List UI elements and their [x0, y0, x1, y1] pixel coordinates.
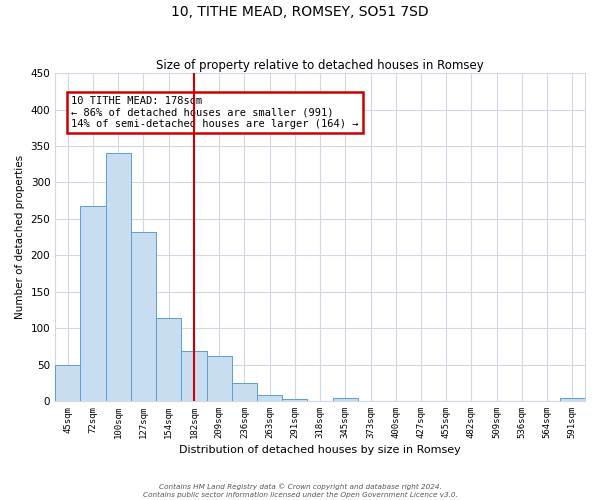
Bar	[232, 382, 257, 401]
Bar	[156, 318, 181, 401]
Bar	[106, 154, 131, 401]
Bar	[80, 206, 106, 401]
Bar	[55, 364, 80, 401]
Bar	[206, 356, 232, 401]
Text: Contains HM Land Registry data © Crown copyright and database right 2024.
Contai: Contains HM Land Registry data © Crown c…	[143, 484, 457, 498]
Bar	[282, 400, 307, 401]
Bar	[560, 398, 585, 401]
Bar	[131, 232, 156, 401]
Title: Size of property relative to detached houses in Romsey: Size of property relative to detached ho…	[156, 59, 484, 72]
Text: 10 TITHE MEAD: 178sqm
← 86% of detached houses are smaller (991)
14% of semi-det: 10 TITHE MEAD: 178sqm ← 86% of detached …	[71, 96, 359, 130]
Y-axis label: Number of detached properties: Number of detached properties	[15, 155, 25, 319]
Bar	[332, 398, 358, 401]
X-axis label: Distribution of detached houses by size in Romsey: Distribution of detached houses by size …	[179, 445, 461, 455]
Bar	[181, 352, 206, 401]
Text: 10, TITHE MEAD, ROMSEY, SO51 7SD: 10, TITHE MEAD, ROMSEY, SO51 7SD	[171, 5, 429, 19]
Bar	[257, 395, 282, 401]
